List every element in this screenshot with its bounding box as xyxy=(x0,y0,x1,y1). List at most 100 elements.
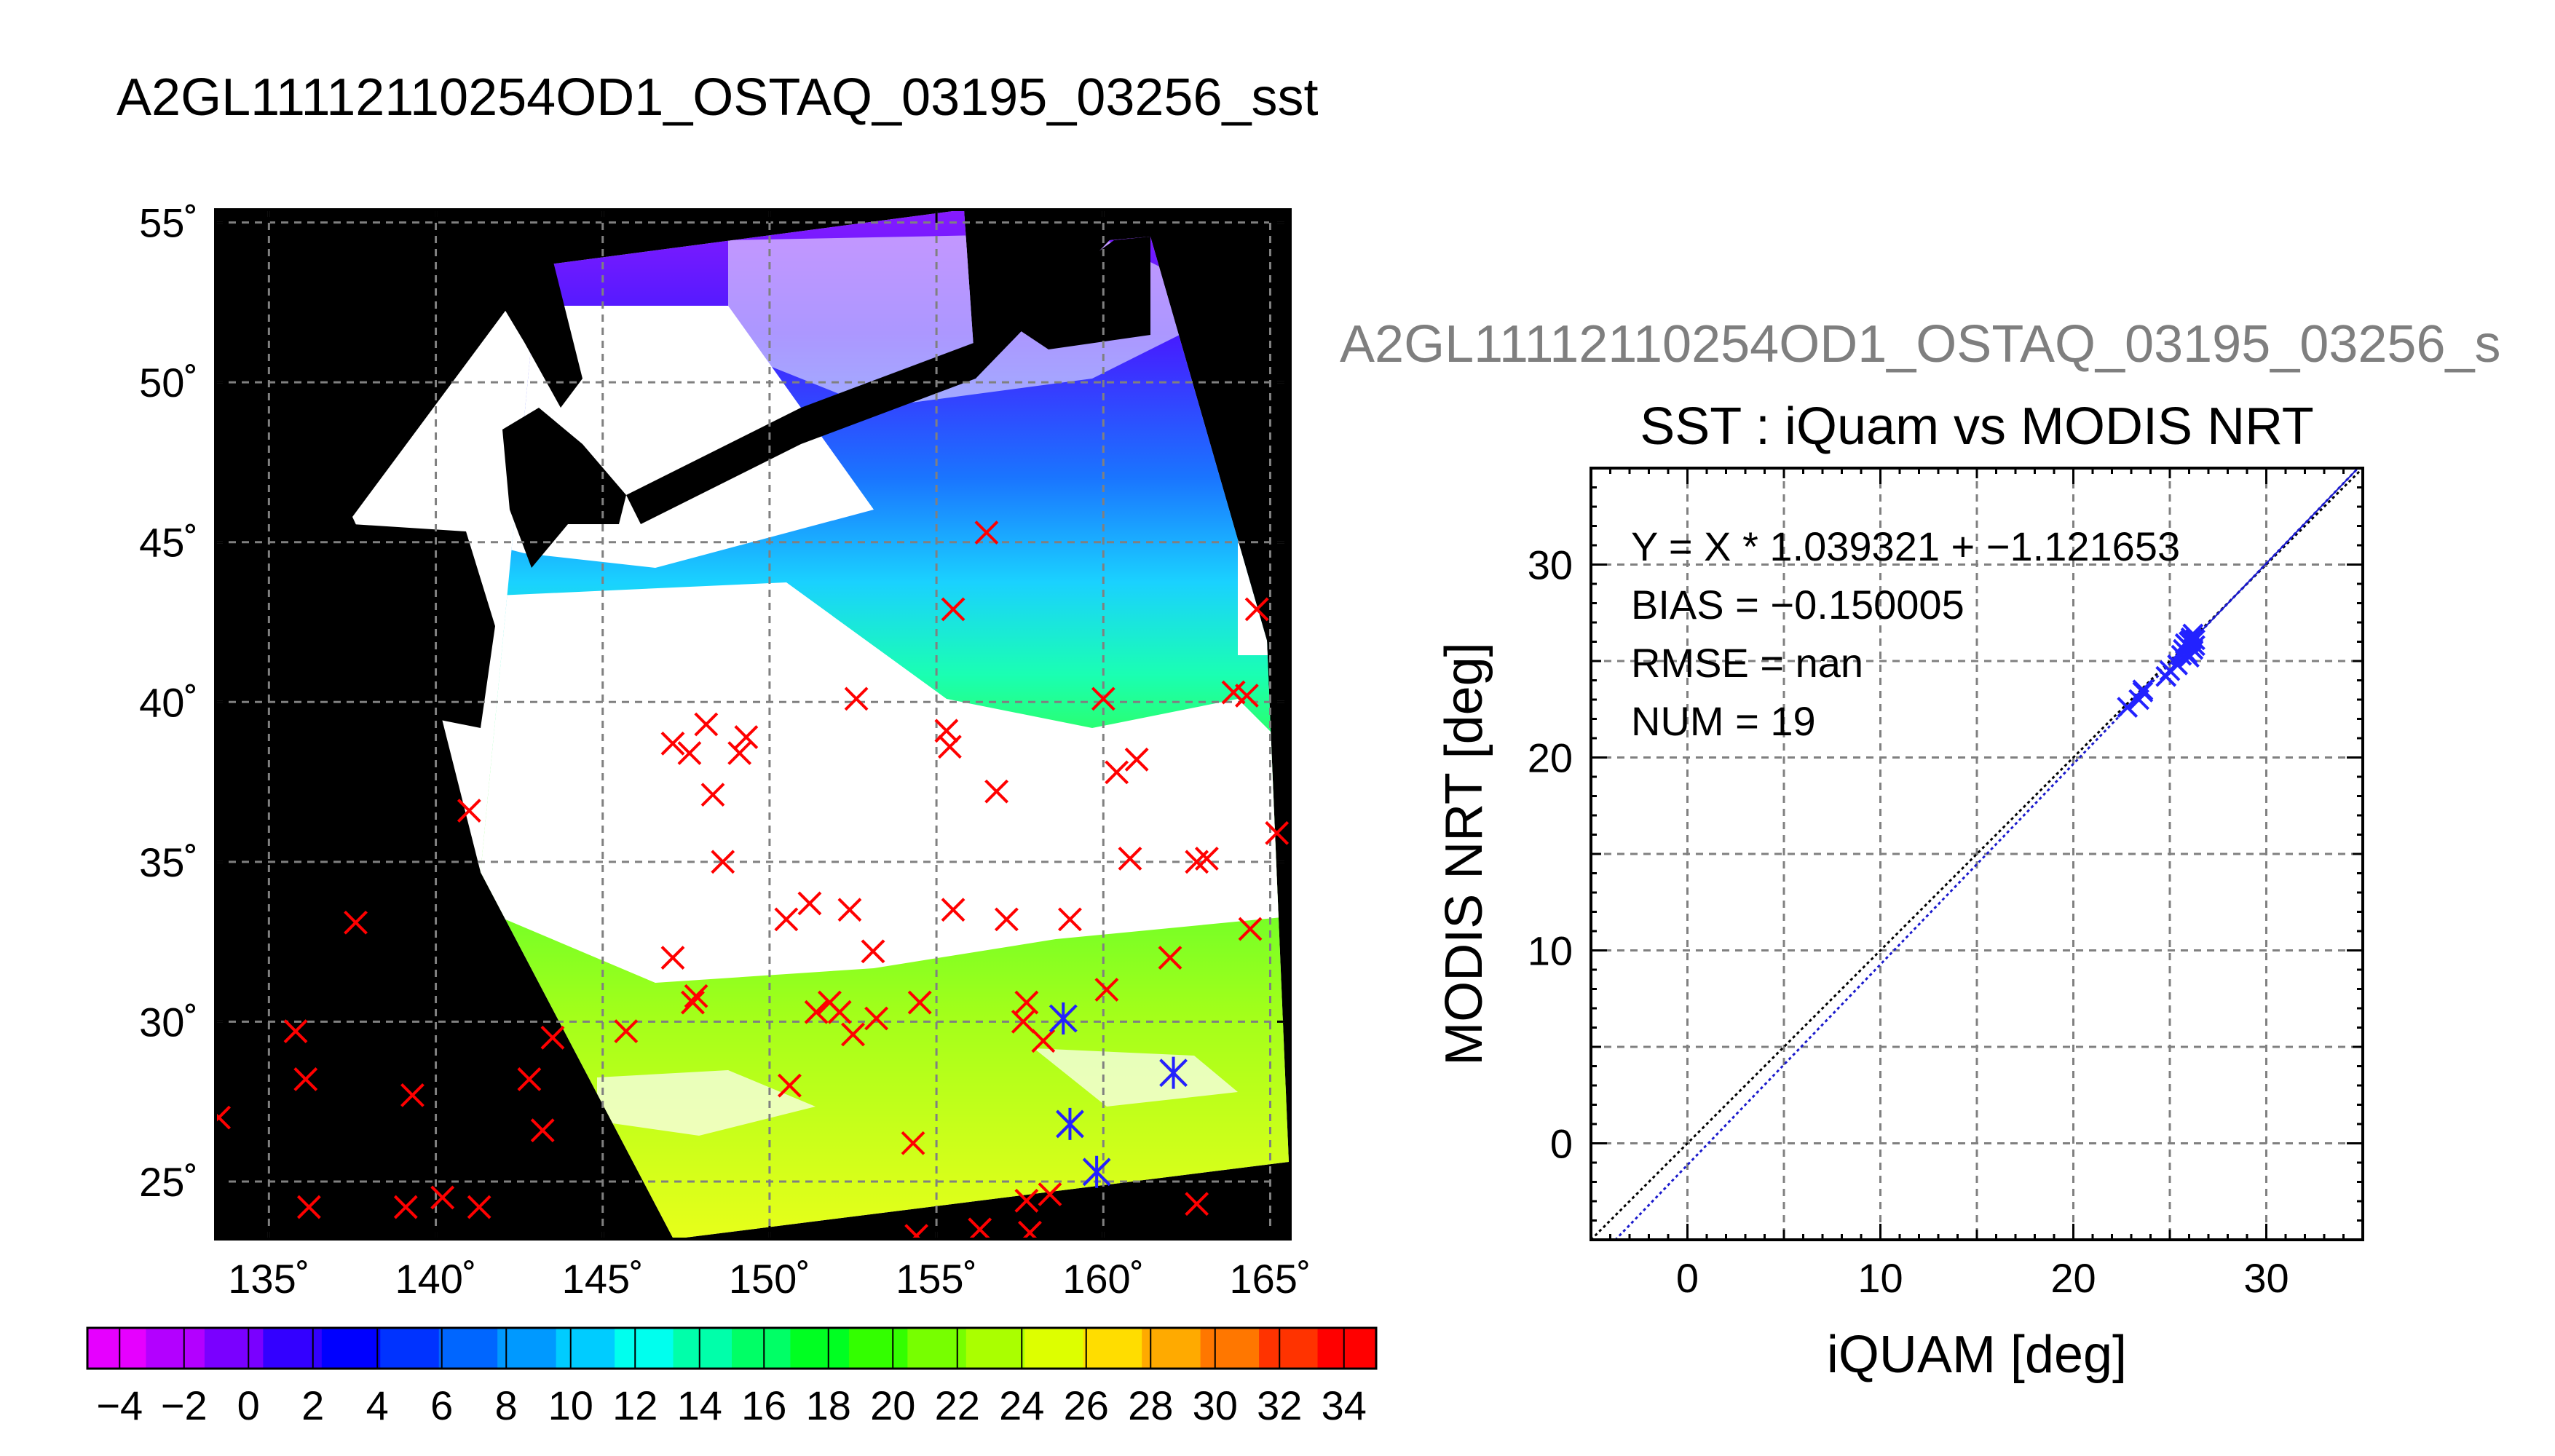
colorbar-cell xyxy=(790,1328,850,1369)
insitu-marker xyxy=(1194,847,1219,871)
scatter-y-tick-label: 30 xyxy=(1528,542,1573,588)
insitu-marker xyxy=(837,898,862,922)
insitu-marker xyxy=(540,1025,565,1050)
scatter-annotation: Y = X * 1.039321 + −1.121653 xyxy=(1631,523,2180,569)
colorbar-cell xyxy=(146,1328,205,1369)
insitu-marker xyxy=(1014,1188,1039,1213)
insitu-marker xyxy=(734,725,759,749)
colorbar-tick-label: 12 xyxy=(612,1382,657,1428)
matched-marker xyxy=(1082,1155,1111,1188)
colorbar-tick-label: 4 xyxy=(366,1382,389,1428)
insitu-marker xyxy=(804,1000,829,1024)
matched-marker xyxy=(1056,1107,1084,1140)
scatter-x-axis-label: iQUAM [deg] xyxy=(1827,1326,2127,1384)
insitu-marker xyxy=(660,731,685,756)
colorbar-cell xyxy=(1083,1328,1142,1369)
map-frame xyxy=(214,208,1292,1241)
colorbar-tick-label: 32 xyxy=(1257,1382,1302,1428)
colorbar-tick-label: 22 xyxy=(935,1382,980,1428)
insitu-marker xyxy=(430,1185,455,1210)
map-x-tick-label: 150˚ xyxy=(729,1256,810,1302)
map-x-tick-labels: 135˚ 140˚ 145˚ 150˚ 155˚ 160˚ 165˚ xyxy=(228,1256,1311,1302)
insitu-marker xyxy=(974,521,999,545)
insitu-marker xyxy=(1265,820,1290,845)
insitu-marker xyxy=(827,1000,852,1024)
map-y-tick-label: 50˚ xyxy=(139,360,198,405)
insitu-marker xyxy=(467,1195,491,1219)
colorbar-tick-label: 8 xyxy=(495,1382,518,1428)
scatter-y-tick-label: 20 xyxy=(1528,735,1573,781)
scatter-x-tick-label: 10 xyxy=(1857,1255,1903,1301)
map-y-tick-label: 45˚ xyxy=(139,520,198,566)
insitu-marker xyxy=(904,1224,929,1239)
colorbar-cell xyxy=(1142,1328,1201,1369)
colorbar-cell xyxy=(204,1328,264,1369)
map-x-tick-label: 160˚ xyxy=(1062,1256,1144,1302)
insitu-marker xyxy=(517,1067,542,1091)
fit-line-solid xyxy=(2169,468,2359,665)
insitu-marker xyxy=(1018,1220,1042,1239)
map-y-tick-label: 40˚ xyxy=(139,679,198,725)
insitu-marker xyxy=(393,1195,418,1219)
map-gridlines xyxy=(216,210,1290,1239)
insitu-marker xyxy=(344,910,368,935)
insitu-marker xyxy=(727,741,752,765)
scatter-title: SST : iQuam vs MODIS NRT xyxy=(1640,397,2314,456)
colorbar-cell xyxy=(965,1328,1025,1369)
insitu-marker xyxy=(684,984,708,1008)
insitu-marker xyxy=(844,687,869,711)
left-title: A2GL11112110254OD1_OSTAQ_03195_03256_sst xyxy=(117,68,1319,127)
matched-marker xyxy=(1159,1056,1188,1089)
scatter-plot: 0 10 20 30 0 10 20 30 Y = X * 1.039321 + −1.12… xyxy=(1435,467,2364,1384)
insitu-marker xyxy=(1234,684,1259,708)
insitu-marker xyxy=(400,1083,424,1107)
map-x-tick-label: 145˚ xyxy=(562,1256,644,1302)
colorbar-cell xyxy=(615,1328,674,1369)
colorbar-cell xyxy=(673,1328,732,1369)
insitu-marker xyxy=(1014,990,1039,1015)
insitu-marker xyxy=(864,1006,889,1031)
colorbar-cell xyxy=(1317,1328,1377,1369)
sst-colorbar: −4 −2 0 2 4 6 8 10 12 14 16 18 20 22 24 26 28 30 32 34 xyxy=(86,1326,1378,1428)
colorbar-tick-label: 24 xyxy=(999,1382,1044,1428)
insitu-marker xyxy=(681,990,705,1015)
insitu-marker xyxy=(530,1118,555,1143)
insitu-marker xyxy=(984,779,1009,804)
insitu-marker xyxy=(1038,1182,1062,1206)
map-y-tick-label: 35˚ xyxy=(139,839,198,885)
map-y-tick-label: 30˚ xyxy=(139,999,198,1045)
colorbar-cell xyxy=(732,1328,791,1369)
colorbar-cell xyxy=(380,1328,440,1369)
insitu-marker xyxy=(861,939,885,964)
insitu-marker xyxy=(841,1022,865,1047)
scatter-y-tick-labels: 0 10 20 30 xyxy=(1528,542,1573,1167)
insitu-marker xyxy=(677,741,702,765)
map-x-tick-label: 135˚ xyxy=(228,1256,309,1302)
insitu-marker xyxy=(968,1217,992,1239)
insitu-marker xyxy=(694,712,719,737)
honshu-land xyxy=(352,524,495,728)
insitu-marker xyxy=(1105,760,1129,785)
colorbar-cell xyxy=(1259,1328,1319,1369)
insitu-marker xyxy=(283,1019,308,1043)
colorbar-tick-label: 28 xyxy=(1128,1382,1173,1428)
insitu-marker xyxy=(1244,597,1269,622)
scatter-point xyxy=(2167,654,2189,676)
colorbar-tick-label: 14 xyxy=(677,1382,722,1428)
colorbar-tick-label: 18 xyxy=(806,1382,851,1428)
colorbar-tick-label: 0 xyxy=(237,1382,260,1428)
kurile-islands xyxy=(626,313,1034,524)
scatter-annotation: NUM = 19 xyxy=(1631,698,1816,744)
colorbar-tick-label: −4 xyxy=(96,1382,143,1428)
insitu-marker xyxy=(941,898,965,922)
map-y-tick-label: 55˚ xyxy=(139,200,198,246)
matched-marker xyxy=(1049,1002,1078,1034)
scatter-x-tick-label: 0 xyxy=(1676,1255,1699,1301)
scatter-x-tick-label: 30 xyxy=(2243,1255,2289,1301)
colorbar-tick-label: 30 xyxy=(1193,1382,1238,1428)
insitu-marker xyxy=(1238,917,1263,941)
insitu-marker xyxy=(1118,847,1142,871)
scatter-annotation: RMSE = nan xyxy=(1631,640,1863,686)
insitu-marker xyxy=(1091,687,1115,711)
